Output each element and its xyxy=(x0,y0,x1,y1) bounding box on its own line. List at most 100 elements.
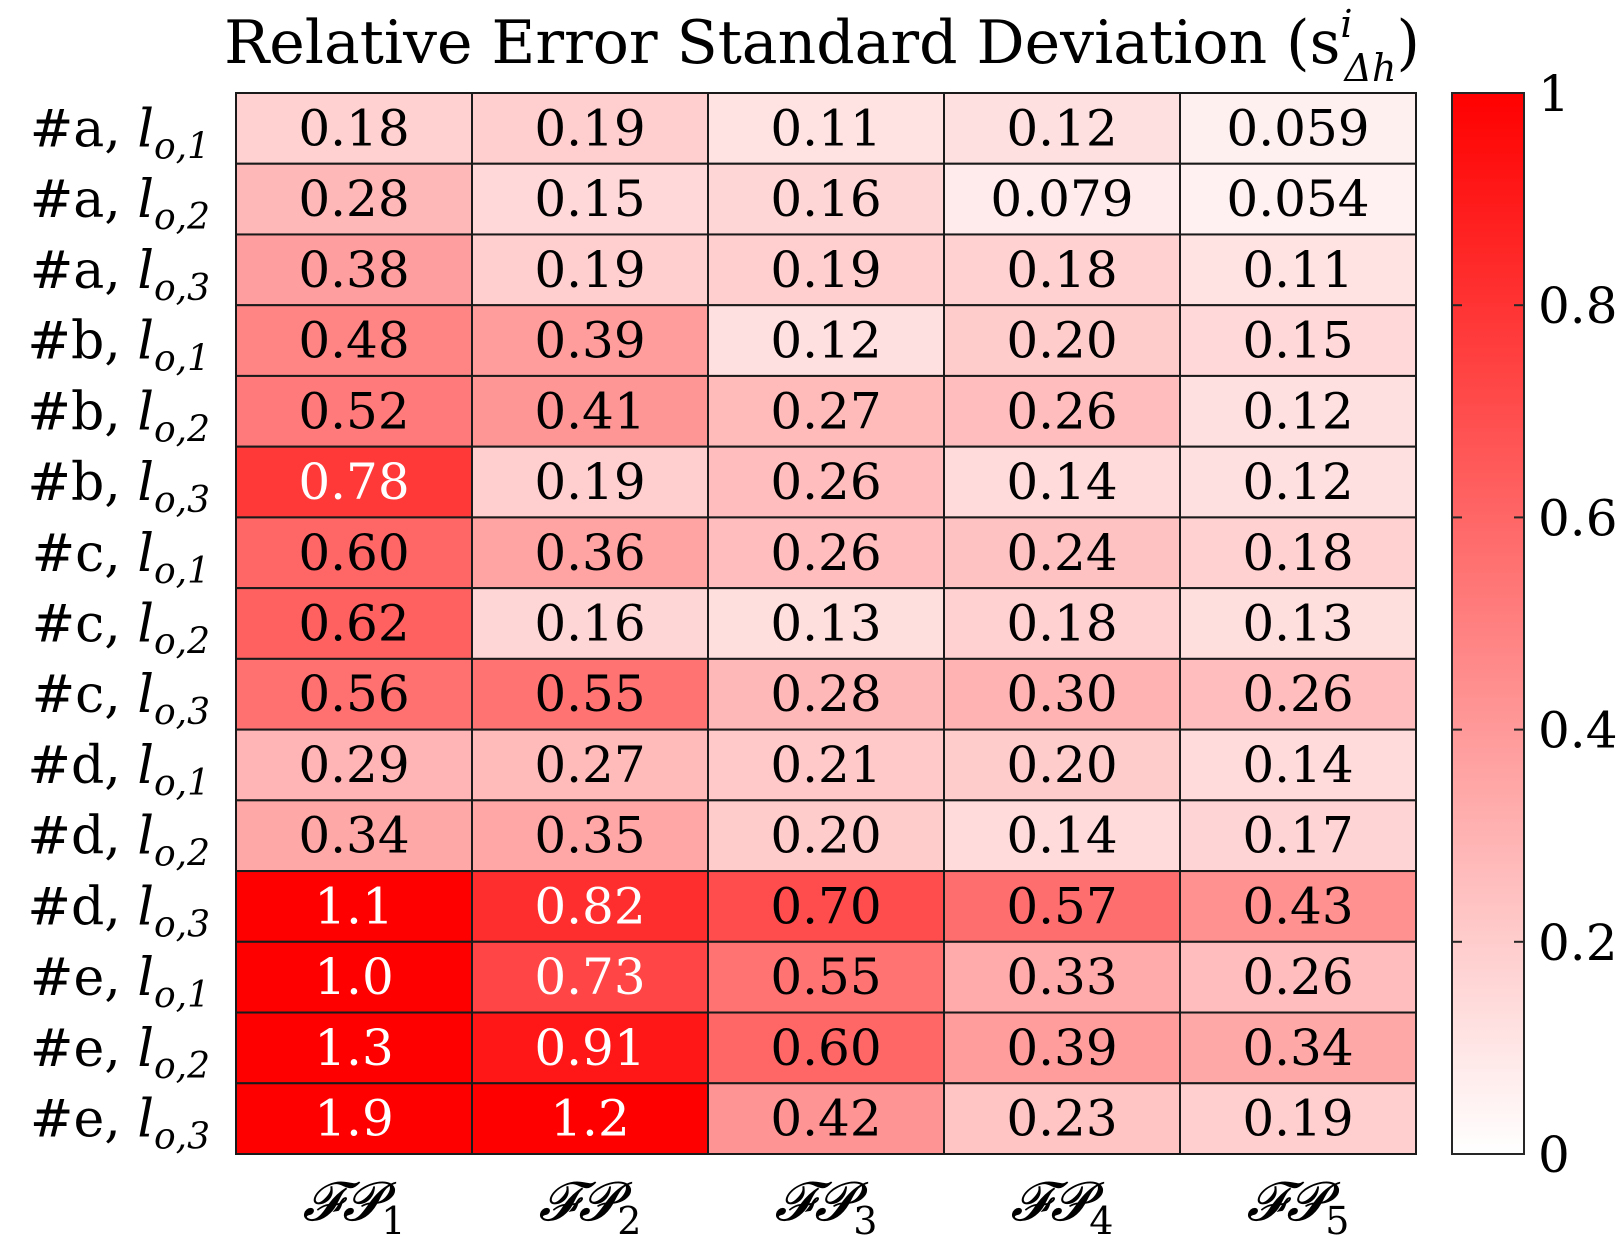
cell-value-label: 0.24 xyxy=(1006,524,1117,582)
heatmap-cell xyxy=(943,1011,1181,1085)
cell-value-label: 0.12 xyxy=(1242,453,1353,511)
cell-value-label: 0.11 xyxy=(770,99,881,157)
cell-value-label: 0.73 xyxy=(534,948,645,1006)
heatmap-cell xyxy=(471,1011,709,1085)
cell-value-label: 0.12 xyxy=(1242,382,1353,440)
cell-value-label: 0.13 xyxy=(770,595,881,653)
cell-value-label: 0.16 xyxy=(770,170,881,228)
cell-value-label: 0.14 xyxy=(1006,453,1117,511)
cell-value-label: 0.079 xyxy=(990,170,1133,228)
heatmap-cell xyxy=(1179,657,1417,731)
heatmap-cell xyxy=(235,799,473,873)
heatmap-cell xyxy=(235,1011,473,1085)
cell-value-label: 0.26 xyxy=(1242,948,1353,1006)
cell-value-label: 0.42 xyxy=(770,1090,881,1148)
cell-value-label: 0.13 xyxy=(1242,595,1353,653)
cell-value-label: 0.19 xyxy=(534,453,645,511)
cell-value-label: 0.18 xyxy=(1006,595,1117,653)
column-label: 𝓕𝓟3 xyxy=(775,1170,878,1243)
row-labels: #a, lo,1#a, lo,2#a, lo,3#b, lo,1#b, lo,2… xyxy=(27,99,210,1157)
row-label: #c, lo,3 xyxy=(32,665,210,733)
cell-value-label: 0.20 xyxy=(1006,312,1117,370)
cell-value-label: 0.39 xyxy=(1006,1019,1117,1077)
heatmap-cell xyxy=(707,728,945,802)
row-label: #b, lo,3 xyxy=(27,453,210,521)
colorbar-tick-label: 0.2 xyxy=(1538,914,1616,972)
heatmap-cell xyxy=(235,516,473,590)
cell-value-label: 0.11 xyxy=(1242,241,1353,299)
heatmap-cell xyxy=(707,799,945,873)
cell-value-label: 1.3 xyxy=(314,1019,394,1077)
cell-value-label: 0.20 xyxy=(1006,736,1117,794)
heatmap-cell xyxy=(471,445,709,519)
heatmap-cell xyxy=(471,374,709,448)
cell-value-label: 0.36 xyxy=(534,524,645,582)
heatmap-cell xyxy=(943,445,1181,519)
heatmap-cell xyxy=(471,587,709,660)
cell-value-label: 1.2 xyxy=(550,1090,630,1148)
cell-value-label: 0.39 xyxy=(534,312,645,370)
cell-value-label: 0.55 xyxy=(770,948,881,1006)
chart-title: Relative Error Standard Deviation (si Δh) xyxy=(224,2,1420,90)
chart-title-sup: i xyxy=(1340,2,1352,46)
heatmap-cell xyxy=(1179,445,1417,519)
cell-value-label: 0.21 xyxy=(770,736,881,794)
cell-value-label: 0.28 xyxy=(770,665,881,723)
heatmap-cell xyxy=(707,162,945,236)
heatmap-cell xyxy=(707,92,945,165)
row-label: #e, lo,1 xyxy=(30,948,210,1016)
heatmap-cell xyxy=(1179,728,1417,802)
row-label: #e, lo,3 xyxy=(30,1090,210,1158)
cell-value-label: 0.17 xyxy=(1242,807,1353,865)
cell-value-label: 0.33 xyxy=(1006,948,1117,1006)
heatmap-cell xyxy=(943,304,1181,377)
chart-title-sub: Δh xyxy=(1343,46,1397,90)
row-label: #e, lo,2 xyxy=(30,1019,210,1087)
cell-value-label: 0.15 xyxy=(534,170,645,228)
heatmap-cell xyxy=(235,940,473,1014)
cell-value-label: 0.82 xyxy=(534,877,645,935)
cell-value-label: 0.27 xyxy=(534,736,645,794)
heatmap-cell xyxy=(235,92,473,165)
heatmap-cell xyxy=(235,162,473,236)
heatmap-cells xyxy=(235,92,1417,1156)
row-label: #d, lo,1 xyxy=(27,736,210,804)
heatmap-cell xyxy=(1179,1082,1417,1156)
heatmap-cell xyxy=(235,304,473,377)
cell-value-label: 0.34 xyxy=(1242,1019,1353,1077)
cell-value-label: 0.78 xyxy=(298,453,409,511)
cell-value-label: 0.57 xyxy=(1006,877,1117,935)
heatmap-cell xyxy=(707,657,945,731)
heatmap-cell xyxy=(943,587,1181,660)
cell-value-label: 0.23 xyxy=(1006,1090,1117,1148)
cell-value-label: 0.26 xyxy=(1242,665,1353,723)
row-label: #b, lo,1 xyxy=(27,312,210,380)
chart-title-main: Relative Error Standard Deviation (s xyxy=(224,8,1340,78)
colorbar-tick-label: 0.4 xyxy=(1538,702,1616,760)
colorbar-gradient xyxy=(1451,92,1525,1155)
row-label: #a, lo,2 xyxy=(30,170,210,238)
cell-value-label: 0.26 xyxy=(770,524,881,582)
cell-value-label: 0.12 xyxy=(770,312,881,370)
colorbar-tick-label: 0 xyxy=(1538,1126,1570,1184)
heatmap-cell xyxy=(943,728,1181,802)
cell-value-label: 0.30 xyxy=(1006,665,1117,723)
heatmap-cell xyxy=(471,728,709,802)
heatmap-cell xyxy=(1179,1011,1417,1085)
heatmap-cell xyxy=(943,233,1181,307)
heatmap-cell xyxy=(471,1082,709,1156)
cell-value-label: 0.55 xyxy=(534,665,645,723)
cell-value-label: 0.19 xyxy=(534,99,645,157)
cell-value-label: 0.15 xyxy=(1242,312,1353,370)
colorbar-ticks: 0 0.2 0.4 0.6 0.8 1 xyxy=(1452,65,1616,1184)
cell-value-label: 0.29 xyxy=(298,736,409,794)
column-label: 𝓕𝓟4 xyxy=(1011,1170,1114,1243)
heatmap-cell xyxy=(1179,162,1417,236)
row-label: #b, lo,2 xyxy=(27,382,210,450)
column-labels: 𝓕𝓟1 𝓕𝓟2 𝓕𝓟3 𝓕𝓟4 𝓕𝓟5 xyxy=(303,1170,1350,1243)
heatmap-cell xyxy=(1179,587,1417,660)
chart-title-close: ) xyxy=(1396,8,1419,78)
cell-value-label: 0.059 xyxy=(1226,99,1369,157)
cell-value-label: 0.20 xyxy=(770,807,881,865)
